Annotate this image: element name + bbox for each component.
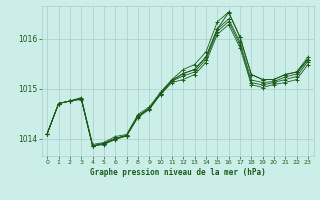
- X-axis label: Graphe pression niveau de la mer (hPa): Graphe pression niveau de la mer (hPa): [90, 168, 266, 177]
